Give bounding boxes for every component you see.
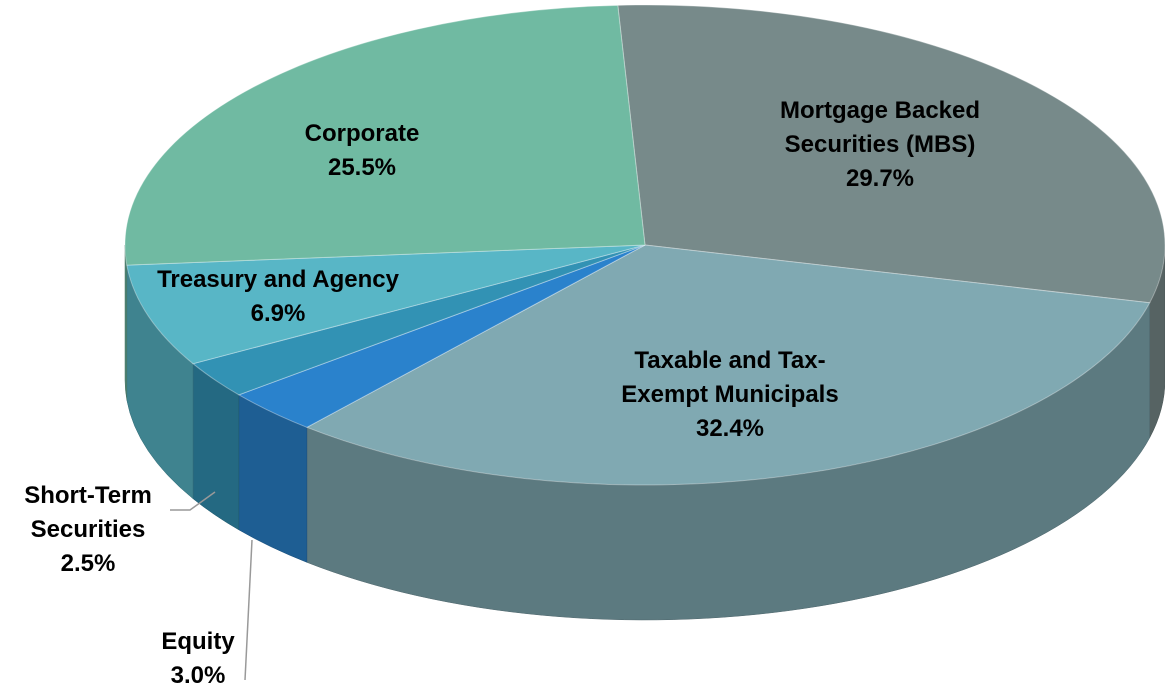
slice <box>237 244 646 428</box>
value-label: 2.5% <box>61 550 116 577</box>
value-label: 29.7% <box>846 165 914 192</box>
slice-label: Corporate 25.5% <box>305 120 420 181</box>
label-line: Securities <box>31 516 146 543</box>
slice-label: Short-Term Securities 2.5% <box>24 482 152 577</box>
value-label: 32.4% <box>696 415 764 442</box>
slice-label: Treasury and Agency 6.9% <box>157 266 400 327</box>
label-line: Corporate <box>305 120 420 147</box>
slice <box>126 244 646 365</box>
slice <box>305 244 1151 486</box>
slice-side <box>124 244 128 401</box>
leader-line <box>170 491 216 511</box>
label-line: Treasury and Agency <box>157 266 400 293</box>
label-line: Exempt Municipals <box>621 381 838 408</box>
label-line: Taxable and Tax- <box>634 347 825 374</box>
label-line: Equity <box>161 628 235 655</box>
label-line: Mortgage Backed <box>780 97 980 124</box>
slice-label: Taxable and Tax- Exempt Municipals 32.4% <box>621 347 838 442</box>
slice <box>124 4 646 266</box>
slice-label: Mortgage Backed Securities (MBS) 29.7% <box>780 97 980 192</box>
label-line: Securities (MBS) <box>785 131 976 158</box>
slice <box>191 244 646 396</box>
leader-line <box>244 539 253 681</box>
value-label: 3.0% <box>171 662 226 688</box>
slice-label: Equity 3.0% <box>161 628 235 688</box>
value-label: 6.9% <box>251 300 306 327</box>
label-line: Short-Term <box>24 482 152 509</box>
value-label: 25.5% <box>328 154 396 181</box>
